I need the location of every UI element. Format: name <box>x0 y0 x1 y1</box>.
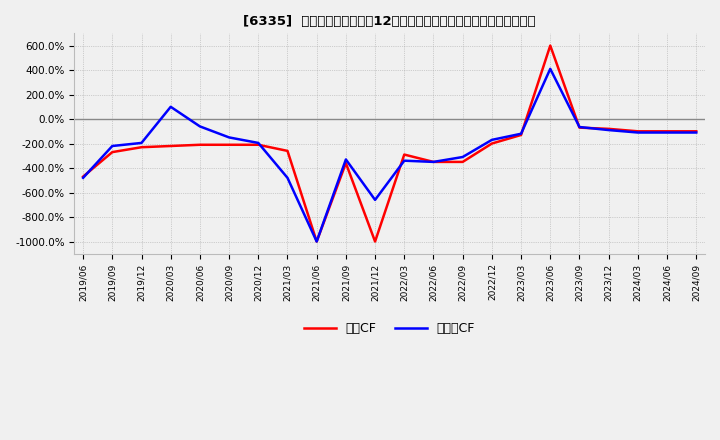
営業CF <box>400 152 408 157</box>
営業CF <box>108 150 117 155</box>
営業CF <box>429 159 438 165</box>
フリーCF <box>546 66 554 71</box>
フリーCF <box>662 130 671 135</box>
フリーCF <box>196 124 204 129</box>
フリーCF <box>138 140 146 146</box>
営業CF <box>487 141 496 146</box>
フリーCF <box>634 130 642 135</box>
フリーCF <box>517 131 526 136</box>
営業CF <box>283 148 292 154</box>
営業CF <box>634 128 642 134</box>
フリーCF <box>283 175 292 180</box>
営業CF <box>78 174 87 179</box>
営業CF <box>459 159 467 165</box>
営業CF <box>166 143 175 149</box>
営業CF <box>604 126 613 132</box>
フリーCF <box>108 143 117 149</box>
Line: フリーCF: フリーCF <box>83 69 696 242</box>
営業CF <box>692 128 701 134</box>
営業CF <box>662 128 671 134</box>
営業CF <box>546 43 554 48</box>
営業CF <box>575 125 584 130</box>
営業CF <box>254 142 263 147</box>
フリーCF <box>166 104 175 110</box>
営業CF <box>225 142 233 147</box>
フリーCF <box>341 157 350 162</box>
フリーCF <box>575 125 584 130</box>
営業CF <box>517 132 526 138</box>
フリーCF <box>312 239 321 244</box>
フリーCF <box>487 137 496 143</box>
営業CF <box>312 239 321 244</box>
Title: [6335]  キャッシュフローの12か月移動合計の対前年同期増減率の推移: [6335] キャッシュフローの12か月移動合計の対前年同期増減率の推移 <box>243 15 536 28</box>
フリーCF <box>225 135 233 140</box>
フリーCF <box>371 197 379 202</box>
フリーCF <box>459 154 467 160</box>
Line: 営業CF: 営業CF <box>83 46 696 242</box>
フリーCF <box>692 130 701 135</box>
フリーCF <box>604 128 613 133</box>
営業CF <box>341 161 350 166</box>
Legend: 営業CF, フリーCF: 営業CF, フリーCF <box>300 317 480 340</box>
営業CF <box>196 142 204 147</box>
フリーCF <box>254 140 263 146</box>
フリーCF <box>400 158 408 163</box>
営業CF <box>138 145 146 150</box>
フリーCF <box>429 159 438 165</box>
フリーCF <box>78 175 87 180</box>
営業CF <box>371 239 379 244</box>
